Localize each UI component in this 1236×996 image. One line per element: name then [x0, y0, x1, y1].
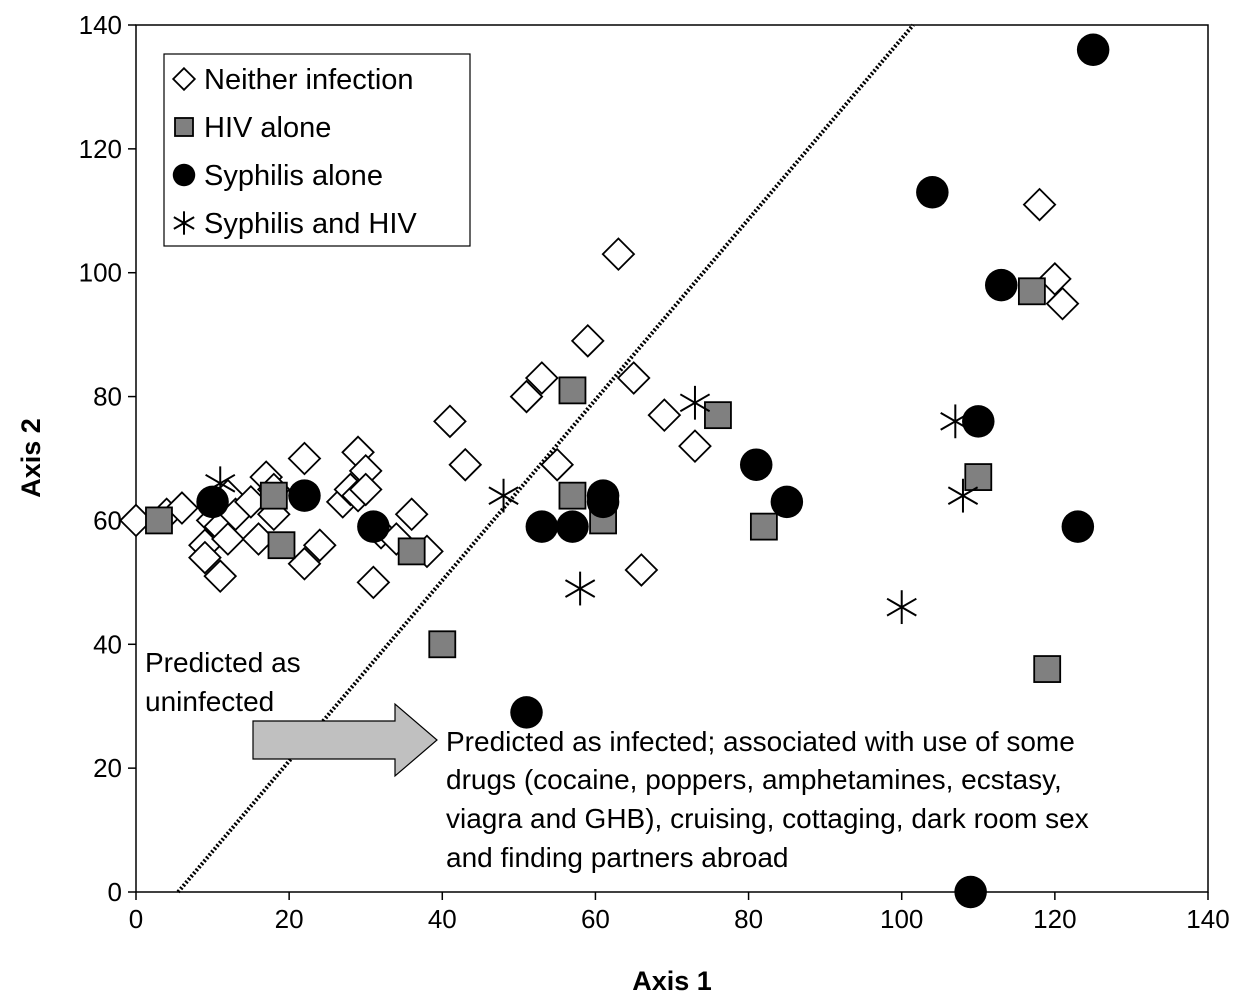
x-tick-label: 120 [1033, 904, 1076, 934]
y-tick-label: 100 [79, 258, 122, 288]
point-hiv [145, 506, 173, 535]
x-tick-label: 100 [880, 904, 923, 934]
point-neither [616, 361, 651, 395]
annotation-uninfected-line-1: Predicted as [145, 647, 301, 678]
point-neither [1022, 187, 1057, 222]
point-syphilis [586, 485, 620, 519]
x-axis-title: Axis 1 [632, 966, 712, 996]
point-neither [570, 323, 605, 358]
x-tick-label: 40 [428, 904, 457, 934]
point-neither [448, 447, 483, 482]
point-syphilis [739, 448, 773, 481]
annotation-uninfected-line-2: uninfected [145, 686, 274, 717]
annotation-infected-line-3: viagra and GHB), cruising, cottaging, da… [446, 803, 1089, 834]
data-points [119, 33, 1110, 909]
point-hiv [964, 463, 993, 491]
point-neither [287, 441, 322, 476]
point-neither [348, 472, 383, 507]
point-neither [394, 497, 429, 532]
point-neither [165, 491, 199, 525]
annotation-infected-line-1: Predicted as infected; associated with u… [446, 726, 1075, 757]
point-hiv [1017, 277, 1046, 306]
series-2 [145, 277, 1062, 683]
point-neither [211, 522, 245, 556]
legend-marker-asterisk [173, 211, 195, 235]
point-hiv [1033, 655, 1062, 683]
point-syphilis-hiv [205, 466, 236, 501]
legend-label-hiv: HIV alone [204, 112, 331, 144]
annotation-infected-line-4: and finding partners abroad [446, 842, 788, 873]
point-syphilis [1076, 33, 1110, 67]
point-hiv [397, 537, 426, 566]
x-tick-label: 80 [734, 904, 763, 934]
point-syphilis-hiv [947, 478, 979, 513]
point-hiv [704, 401, 732, 430]
point-syphilis [525, 510, 559, 543]
point-syphilis-hiv [488, 478, 519, 513]
x-tick-label: 0 [129, 904, 143, 934]
legend-box [163, 53, 471, 247]
point-syphilis [954, 875, 987, 909]
point-neither [302, 528, 337, 563]
point-neither [540, 447, 575, 482]
y-tick-label: 40 [93, 629, 122, 659]
point-hiv [558, 481, 587, 510]
legend-marker-diamond [171, 66, 197, 92]
point-syphilis-hiv [564, 571, 596, 606]
y-tick-label: 80 [93, 382, 122, 412]
arrow-icon [252, 702, 438, 778]
point-neither [624, 553, 659, 587]
point-syphilis [1061, 510, 1095, 543]
point-hiv [558, 376, 587, 405]
legend-label-neither: Neither infection [204, 64, 414, 96]
x-tick-label: 20 [275, 904, 304, 934]
point-hiv [259, 481, 288, 510]
point-syphilis [196, 485, 229, 519]
point-syphilis [556, 510, 589, 543]
legend: Neither infection HIV alone Syphilis alo… [163, 53, 471, 247]
y-tick-label: 0 [108, 877, 122, 907]
point-neither [524, 361, 559, 395]
legend-markers [171, 66, 197, 235]
point-syphilis-hiv [940, 404, 971, 439]
legend-marker-square [174, 117, 194, 137]
point-neither [1045, 286, 1080, 321]
point-hiv [749, 512, 778, 541]
x-tick-label: 140 [1186, 904, 1229, 934]
point-syphilis [962, 405, 995, 438]
point-neither [433, 404, 467, 439]
point-neither [203, 559, 238, 594]
series-3 [196, 33, 1110, 909]
point-neither [647, 398, 682, 433]
point-syphilis [510, 696, 543, 729]
x-tick-label: 60 [581, 904, 610, 934]
point-neither [601, 237, 636, 272]
point-syphilis [985, 268, 1018, 302]
axis-ticks: 0 20 40 60 80 100 120 140 0 20 40 60 80 100 120 140 [79, 10, 1230, 934]
legend-label-syphilis: Syphilis alone [204, 160, 383, 192]
point-neither [188, 540, 222, 575]
point-syphilis [770, 485, 804, 519]
point-neither [509, 379, 544, 414]
series-4 [205, 385, 979, 625]
y-tick-label: 120 [79, 134, 122, 164]
point-syphilis [288, 479, 321, 512]
point-neither [678, 429, 712, 463]
point-syphilis [916, 175, 949, 209]
y-tick-label: 60 [93, 505, 122, 535]
point-syphilis-hiv [886, 590, 917, 625]
point-neither [356, 565, 391, 600]
legend-label-both: Syphilis and HIV [204, 208, 417, 240]
point-hiv [267, 531, 296, 560]
annotation-infected-line-2: drugs (cocaine, poppers, amphetamines, e… [446, 764, 1062, 795]
y-tick-label: 20 [93, 753, 122, 783]
point-syphilis [357, 510, 390, 543]
legend-marker-circle [172, 163, 196, 187]
y-axis-title: Axis 2 [16, 418, 46, 498]
point-hiv [428, 630, 457, 659]
point-syphilis-hiv [679, 385, 711, 420]
y-tick-label: 140 [79, 10, 122, 40]
